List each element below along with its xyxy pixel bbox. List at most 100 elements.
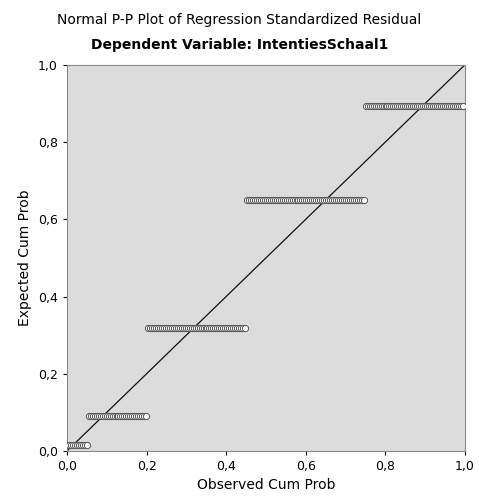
Point	[190, 324, 197, 332]
Point	[403, 102, 411, 110]
Point	[425, 102, 433, 110]
Point	[180, 324, 188, 332]
Point	[123, 412, 130, 420]
Point	[99, 412, 106, 420]
Point	[352, 196, 360, 204]
Point	[435, 102, 443, 110]
Point	[281, 196, 288, 204]
Point	[91, 412, 99, 420]
Point	[439, 102, 447, 110]
Point	[396, 102, 403, 110]
Point	[287, 196, 295, 204]
Point	[427, 102, 435, 110]
Point	[214, 324, 221, 332]
Point	[231, 324, 239, 332]
Point	[221, 324, 229, 332]
Point	[235, 324, 243, 332]
Point	[259, 196, 267, 204]
Point	[196, 324, 204, 332]
Point	[212, 324, 219, 332]
Point	[283, 196, 290, 204]
Point	[133, 412, 140, 420]
Point	[389, 102, 397, 110]
Point	[121, 412, 128, 420]
Point	[346, 196, 354, 204]
Point	[71, 441, 79, 449]
Point	[338, 196, 346, 204]
Point	[344, 196, 352, 204]
Point	[455, 102, 463, 110]
Point	[202, 324, 209, 332]
Point	[261, 196, 269, 204]
Point	[217, 324, 225, 332]
Point	[451, 102, 458, 110]
Point	[443, 102, 451, 110]
Point	[253, 196, 261, 204]
Point	[114, 412, 122, 420]
Point	[247, 196, 255, 204]
Point	[368, 102, 376, 110]
Point	[366, 102, 374, 110]
Point	[305, 196, 312, 204]
Point	[128, 412, 136, 420]
Point	[125, 412, 132, 420]
Point	[370, 102, 377, 110]
Point	[410, 102, 417, 110]
Point	[297, 196, 304, 204]
Point	[423, 102, 431, 110]
Point	[362, 102, 370, 110]
Point	[178, 324, 186, 332]
Point	[109, 412, 116, 420]
Point	[228, 324, 235, 332]
Point	[291, 196, 298, 204]
Text: Normal P-P Plot of Regression Standardized Residual: Normal P-P Plot of Regression Standardiz…	[57, 13, 422, 27]
Point	[119, 412, 126, 420]
Point	[113, 412, 120, 420]
Point	[174, 324, 182, 332]
Point	[348, 196, 356, 204]
Point	[279, 196, 286, 204]
Point	[437, 102, 445, 110]
Point	[405, 102, 413, 110]
Point	[380, 102, 388, 110]
Point	[105, 412, 113, 420]
Point	[267, 196, 274, 204]
Point	[334, 196, 342, 204]
Point	[89, 412, 97, 420]
Point	[184, 324, 192, 332]
Point	[240, 324, 247, 332]
Point	[83, 441, 91, 449]
Point	[319, 196, 326, 204]
Point	[249, 196, 257, 204]
Point	[205, 324, 213, 332]
Point	[168, 324, 176, 332]
Point	[330, 196, 338, 204]
Point	[358, 196, 365, 204]
Point	[372, 102, 379, 110]
Point	[87, 412, 95, 420]
Point	[207, 324, 215, 332]
Point	[130, 412, 138, 420]
Point	[275, 196, 283, 204]
Point	[417, 102, 425, 110]
Point	[97, 412, 104, 420]
Point	[340, 196, 348, 204]
Point	[73, 441, 81, 449]
Point	[160, 324, 168, 332]
Point	[265, 196, 273, 204]
Point	[81, 441, 89, 449]
Point	[336, 196, 344, 204]
Point	[374, 102, 381, 110]
Point	[216, 324, 223, 332]
Point	[285, 196, 292, 204]
Point	[144, 324, 152, 332]
Point	[411, 102, 419, 110]
Point	[433, 102, 441, 110]
Point	[223, 324, 231, 332]
Point	[164, 324, 172, 332]
Point	[388, 102, 395, 110]
Point	[138, 412, 146, 420]
Point	[328, 196, 336, 204]
Point	[85, 412, 92, 420]
Point	[243, 196, 251, 204]
